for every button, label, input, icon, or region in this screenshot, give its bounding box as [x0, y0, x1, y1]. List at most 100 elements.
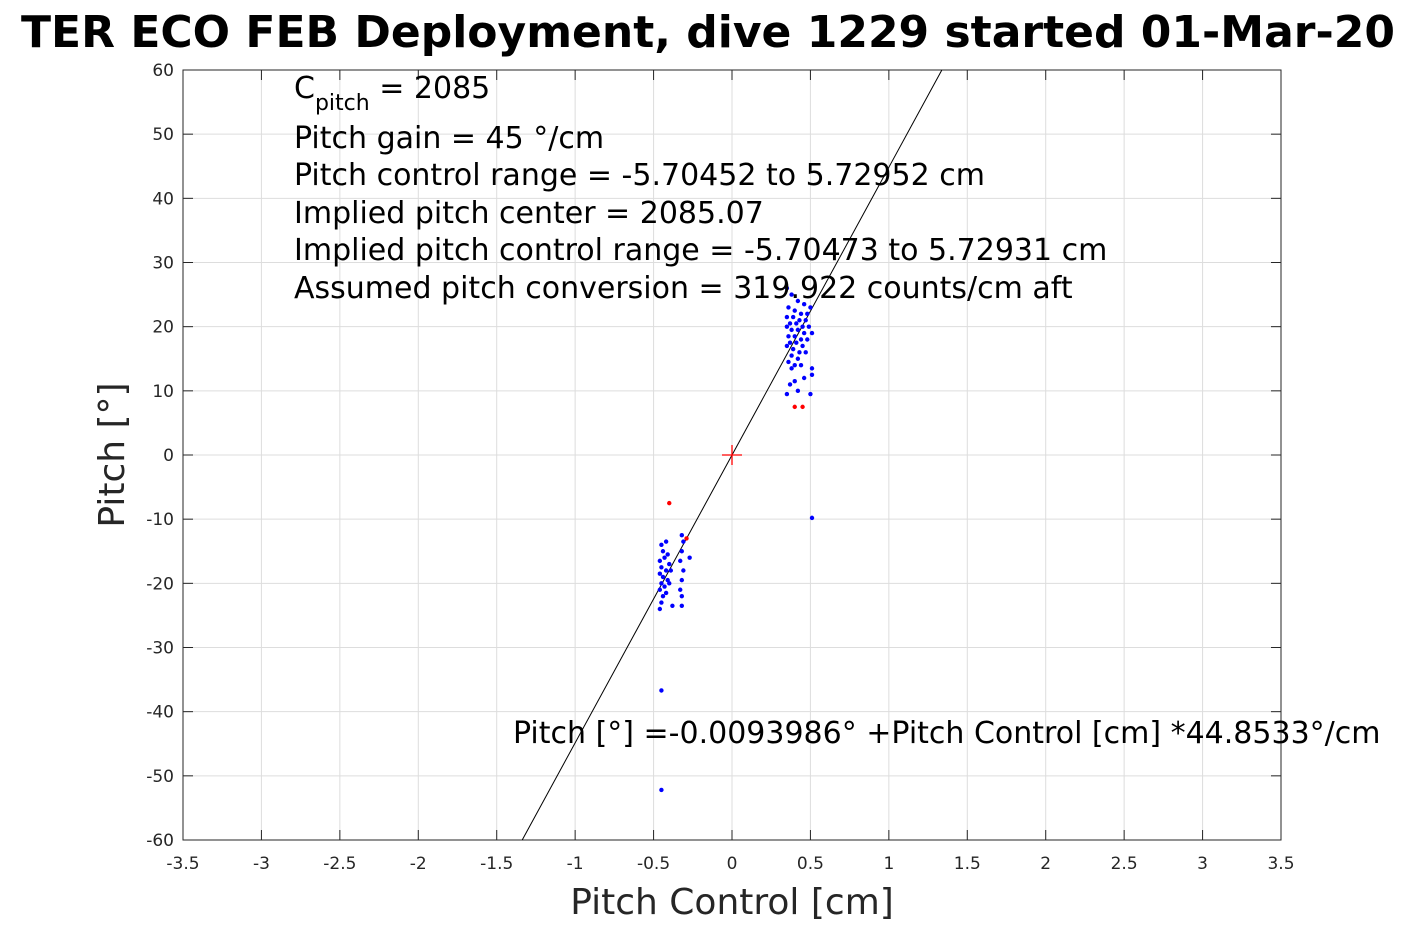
data-point: [659, 565, 664, 570]
x-tick-label: 0: [727, 854, 738, 874]
data-point: [809, 330, 815, 336]
data-point: [798, 311, 804, 317]
data-point: [784, 324, 790, 329]
data-point: [792, 362, 797, 368]
data-point: [681, 568, 686, 573]
pitch-control-range-annotation: Pitch control range = -5.70452 to 5.7295…: [294, 158, 985, 193]
data-point: [684, 536, 689, 541]
data-point: [659, 542, 664, 548]
y-tick-label: 0: [163, 446, 174, 466]
x-axis-label: Pitch Control [cm]: [570, 882, 894, 923]
data-point: [667, 500, 672, 506]
data-point: [663, 590, 669, 596]
c-pitch-symbol: C: [294, 71, 315, 106]
data-point: [789, 292, 794, 297]
implied-pitch-center-annotation: Implied pitch center = 2085.07: [294, 196, 764, 231]
pitch-gain-annotation: Pitch gain = 45 °/cm: [294, 121, 604, 156]
data-point: [679, 603, 685, 608]
data-point: [659, 600, 664, 605]
x-tick-label: 1: [883, 854, 894, 874]
x-tick-label: -0.5: [637, 854, 670, 874]
y-tick-labels: 60 50 40 30 20 10 0 -10 -20 -30 -40 -50 -60: [146, 61, 174, 851]
y-tick-label: 50: [152, 125, 174, 145]
data-point: [659, 787, 664, 793]
y-tick-label: -20: [146, 574, 174, 594]
data-point: [790, 346, 796, 352]
data-point: [667, 581, 672, 586]
points-layer: [657, 285, 815, 793]
x-tick-label: 3: [1197, 854, 1208, 874]
data-point: [800, 404, 805, 410]
data-point: [809, 515, 815, 521]
data-point: [790, 314, 796, 320]
data-point: [792, 334, 797, 339]
data-point: [667, 561, 672, 567]
data-point: [798, 337, 804, 342]
data-point: [679, 549, 685, 554]
x-tick-label: -3: [253, 854, 270, 874]
data-point: [809, 372, 815, 377]
data-point: [794, 340, 799, 345]
data-point: [806, 324, 812, 329]
x-tick-label: -1.5: [480, 854, 513, 874]
data-point: [786, 334, 791, 339]
data-point: [660, 593, 666, 599]
data-point: [803, 318, 808, 323]
data-point: [795, 327, 801, 333]
data-point: [663, 539, 669, 544]
data-point: [668, 568, 674, 573]
c-pitch-annotation: Cpitch = 2085: [294, 71, 490, 116]
data-point: [798, 362, 804, 368]
data-point: [657, 606, 663, 612]
y-tick-label: 40: [152, 189, 174, 209]
data-point: [784, 343, 790, 349]
data-point: [687, 555, 692, 560]
tick-marks: [182, 69, 1282, 841]
fit-equation-annotation: Pitch [°] =-0.0093986° +Pitch Control [c…: [513, 716, 1380, 751]
data-point: [663, 568, 669, 573]
data-point: [670, 603, 675, 608]
c-pitch-value: = 2085: [370, 71, 491, 106]
x-tick-label: 2: [1040, 854, 1051, 874]
x-tick-labels: -3.5 -3 -2.5 -2 -1.5 -1 -0.5 0 0.5 1 1.5 2 2.5 3 3.5: [166, 854, 1294, 874]
y-tick-label: 20: [152, 318, 174, 338]
center-marker-layer: [722, 445, 742, 465]
data-point: [797, 350, 802, 355]
data-point: [808, 305, 813, 310]
data-point: [794, 321, 799, 326]
data-point: [801, 302, 807, 307]
data-point: [660, 574, 666, 580]
data-point: [678, 558, 683, 564]
data-point: [787, 321, 793, 326]
data-point: [681, 539, 686, 544]
data-point: [789, 327, 794, 333]
x-tick-label: -1: [567, 854, 584, 874]
data-point: [657, 558, 663, 564]
y-tick-label: -60: [146, 831, 174, 851]
data-point: [662, 555, 667, 560]
data-point: [787, 340, 793, 345]
data-point: [789, 366, 794, 371]
data-point: [795, 298, 801, 304]
data-point: [679, 533, 685, 538]
pitch-conversion-annotation: Assumed pitch conversion = 319.922 count…: [294, 271, 1073, 306]
y-axis-label: Pitch [°]: [92, 382, 133, 527]
data-point: [786, 359, 791, 365]
y-tick-label: -40: [146, 703, 174, 723]
chart-title: TER ECO FEB Deployment, dive 1229 starte…: [21, 7, 1395, 58]
data-point: [657, 587, 663, 592]
data-point: [805, 337, 810, 342]
data-point: [659, 688, 664, 693]
data-point: [809, 366, 815, 371]
data-point: [795, 356, 801, 361]
data-point: [797, 318, 802, 323]
data-point: [800, 324, 805, 329]
data-point: [803, 350, 808, 355]
y-tick-label: 30: [152, 254, 174, 274]
data-point: [808, 391, 813, 397]
data-point: [795, 388, 801, 394]
y-tick-label: -50: [146, 767, 174, 787]
x-tick-label: 0.5: [797, 854, 824, 874]
data-point: [678, 587, 683, 592]
